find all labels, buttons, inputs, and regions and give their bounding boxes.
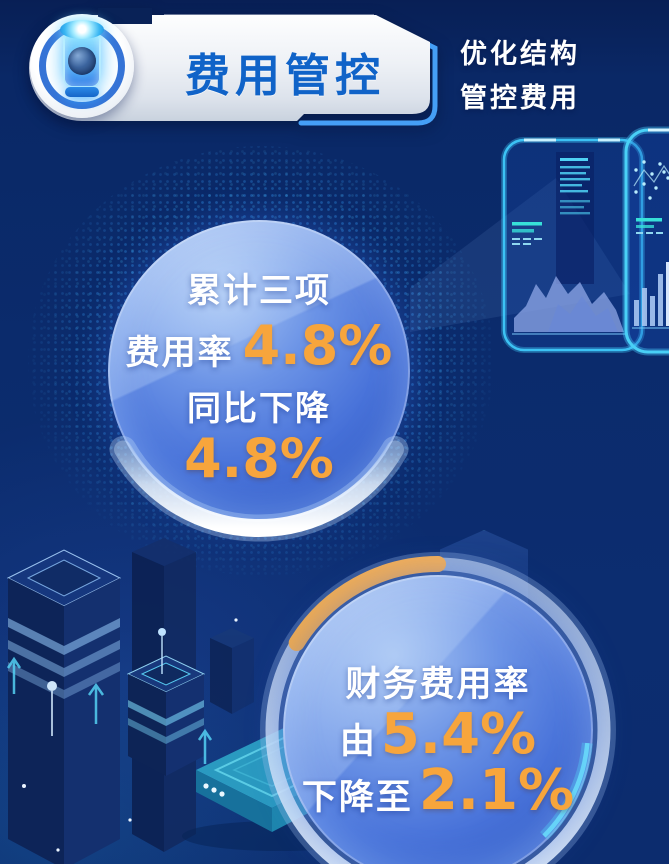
mini-scatter-chart [633, 160, 669, 200]
jar-cap [60, 20, 104, 39]
mini-text-lines [560, 158, 590, 215]
stat-line: 同比下降 [187, 381, 331, 430]
stat-line: 下降至 2.1% [301, 757, 575, 823]
stat-line: 由 5.4% [339, 702, 537, 767]
page-title: 费用管控 [184, 50, 385, 101]
expense-jar-badge [30, 14, 134, 118]
header-tagline: 优化结构 管控费用 [460, 33, 580, 120]
jar-globe [68, 47, 96, 75]
stat-text-finance: 财务费用率 由 5.4% 下降至 2.1% [283, 575, 593, 864]
stat-line: 累计三项 [187, 263, 331, 312]
stat-line: 4.8% [184, 426, 334, 490]
title-banner [29, 8, 438, 126]
mini-label-block [512, 222, 542, 245]
cyan-rim-accent [540, 742, 593, 840]
banner-notch [98, 8, 152, 24]
stat-bubble-cumulative [108, 220, 410, 522]
stat-line: 财务费用率 [345, 656, 530, 707]
cumulative-line2-label: 费用率 [125, 334, 234, 372]
holo-screen-primary [501, 137, 645, 353]
jar-base [65, 87, 99, 97]
tagline-line1: 优化结构 [460, 39, 580, 69]
stat-line: 费用率 4.8% [125, 314, 393, 377]
mini-area-chart [512, 276, 628, 335]
finance-line2-label: 由 [339, 722, 377, 761]
finance-line1: 财务费用率 [345, 665, 531, 704]
banner-plate [29, 15, 430, 121]
stat-bubble-finance [283, 575, 593, 864]
progress-ring-decoration [260, 552, 616, 864]
cumulative-line4-value: 4.8% [184, 426, 334, 490]
finance-line2-value: 5.4% [380, 702, 537, 767]
growth-arrow-icon [6, 656, 213, 764]
banner-outline [298, 18, 438, 126]
holo-screens-decoration [410, 126, 669, 356]
crescent-arc-decoration [109, 436, 409, 542]
cumulative-line2-value: 4.8% [242, 314, 393, 377]
tagline-line2: 管控费用 [460, 82, 580, 113]
cumulative-line1: 累计三项 [187, 272, 331, 310]
stat-text-cumulative: 累计三项 费用率 4.8% 同比下降 4.8% [108, 220, 410, 522]
finance-line3-value: 2.1% [418, 757, 575, 823]
finance-line3-label: 下降至 [301, 777, 413, 817]
city-tower-small [126, 655, 206, 776]
light-pin-icon [47, 628, 166, 736]
cumulative-line3: 同比下降 [187, 389, 331, 428]
mini-bar-chart [632, 262, 669, 329]
city-tower-tiny [210, 628, 254, 714]
jar-globe-icon [60, 20, 104, 98]
holo-screen-secondary [622, 126, 669, 356]
city-tower-main [6, 549, 122, 864]
sparkle-dots [22, 618, 238, 852]
progress-arc-orange [288, 556, 446, 651]
mini-label-block-2 [636, 218, 663, 234]
